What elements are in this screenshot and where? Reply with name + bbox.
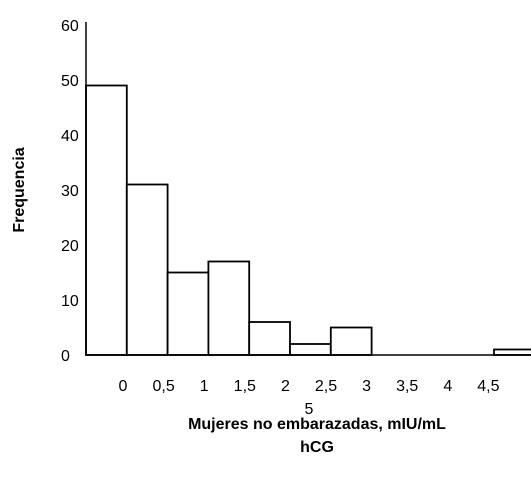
x-tick-label-1-5: 1,5 xyxy=(234,378,256,395)
x-tick-label-0-5: 0,5 xyxy=(152,378,174,395)
y-axis-title: Frequencia xyxy=(11,147,28,232)
y-tick-label-0: 0 xyxy=(61,348,70,365)
x-axis-title-line-1: Mujeres no embarazadas, mIU/mL xyxy=(188,416,446,433)
x-tick-label-5: 5 xyxy=(305,401,314,418)
bars-group xyxy=(85,84,531,356)
bar-0 xyxy=(85,84,128,356)
y-tick-labels: 0 10 20 30 40 50 60 xyxy=(61,18,79,365)
x-tick-label-2-5: 2,5 xyxy=(315,378,337,395)
y-tick-label-10: 10 xyxy=(61,293,79,310)
y-tick-label-40: 40 xyxy=(61,128,79,145)
x-tick-label-1: 1 xyxy=(200,378,209,395)
x-tick-label-3-5: 3,5 xyxy=(396,378,418,395)
x-tick-label-4: 4 xyxy=(443,378,452,395)
bar-1 xyxy=(166,271,210,356)
y-tick-label-60: 60 xyxy=(61,18,79,35)
x-tick-label-0: 0 xyxy=(119,378,128,395)
bar-3 xyxy=(329,326,373,356)
x-axis-title-line-2: hCG xyxy=(300,439,334,456)
x-tick-label-4-5: 4,5 xyxy=(477,378,499,395)
bar-0-5 xyxy=(125,183,169,356)
x-tick-labels: 0 0,5 1 1,5 2 2,5 3 3,5 4 4,5 5 xyxy=(119,378,500,418)
bar-1-5 xyxy=(207,260,251,356)
y-tick-label-50: 50 xyxy=(61,73,79,90)
y-tick-label-30: 30 xyxy=(61,183,79,200)
x-tick-label-2: 2 xyxy=(281,378,290,395)
bar-2-5 xyxy=(289,343,332,356)
bar-5 xyxy=(493,348,531,356)
x-tick-label-3: 3 xyxy=(362,378,371,395)
y-tick-label-20: 20 xyxy=(61,238,79,255)
bar-2 xyxy=(248,321,291,356)
